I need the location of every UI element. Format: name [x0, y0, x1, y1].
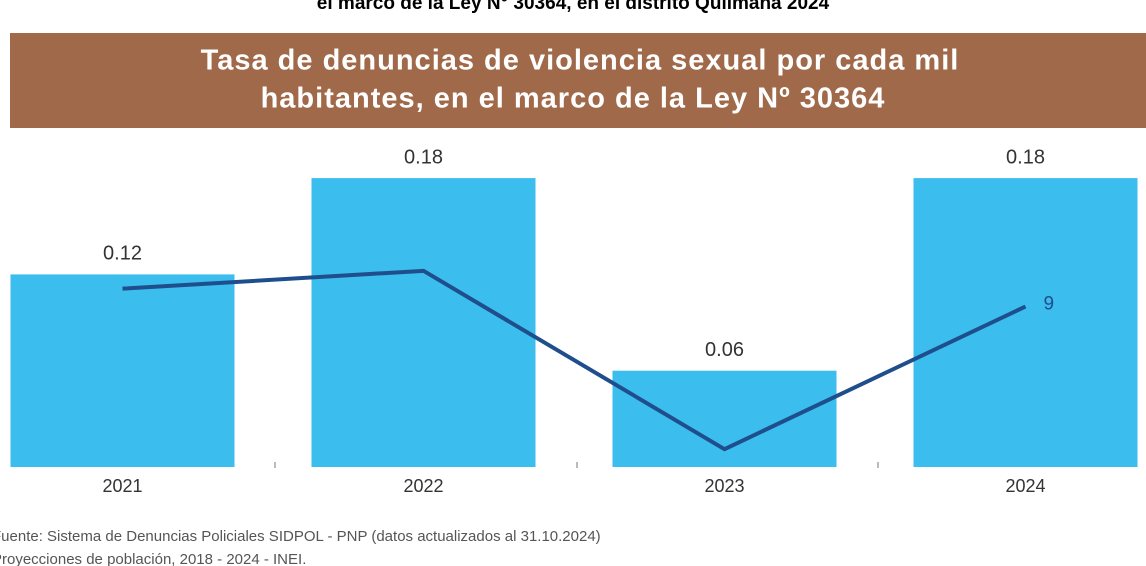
chart-title: el marco de la Ley N° 30364, en el distr…: [317, 0, 830, 14]
subtitle: Tasa de denuncias de violencia sexual po…: [201, 45, 960, 77]
source-note: Proyecciones de población, 2018 - 2024 -…: [0, 551, 306, 566]
x-tick-label: 2021: [102, 476, 142, 496]
bar: [913, 178, 1138, 467]
subtitle-box: [10, 33, 1146, 128]
line: [122, 268, 1027, 452]
bar: [311, 178, 536, 467]
data-label: 0.12: [103, 243, 142, 265]
source-note: Fuente: Sistema de Denuncias Policiales …: [0, 528, 601, 545]
x-tick-label: 2024: [1005, 476, 1045, 496]
subtitle: habitantes, en el marco de la Ley Nº 303…: [261, 83, 886, 115]
bar: [612, 370, 837, 467]
bar: [10, 274, 235, 467]
line-label: 9: [1044, 294, 1055, 315]
data-label: 0.18: [1006, 146, 1045, 168]
x-tick-label: 2022: [403, 476, 443, 496]
x-tick-label: 2023: [704, 476, 744, 496]
data-label: 0.18: [404, 146, 443, 168]
data-label: 0.06: [705, 339, 744, 361]
